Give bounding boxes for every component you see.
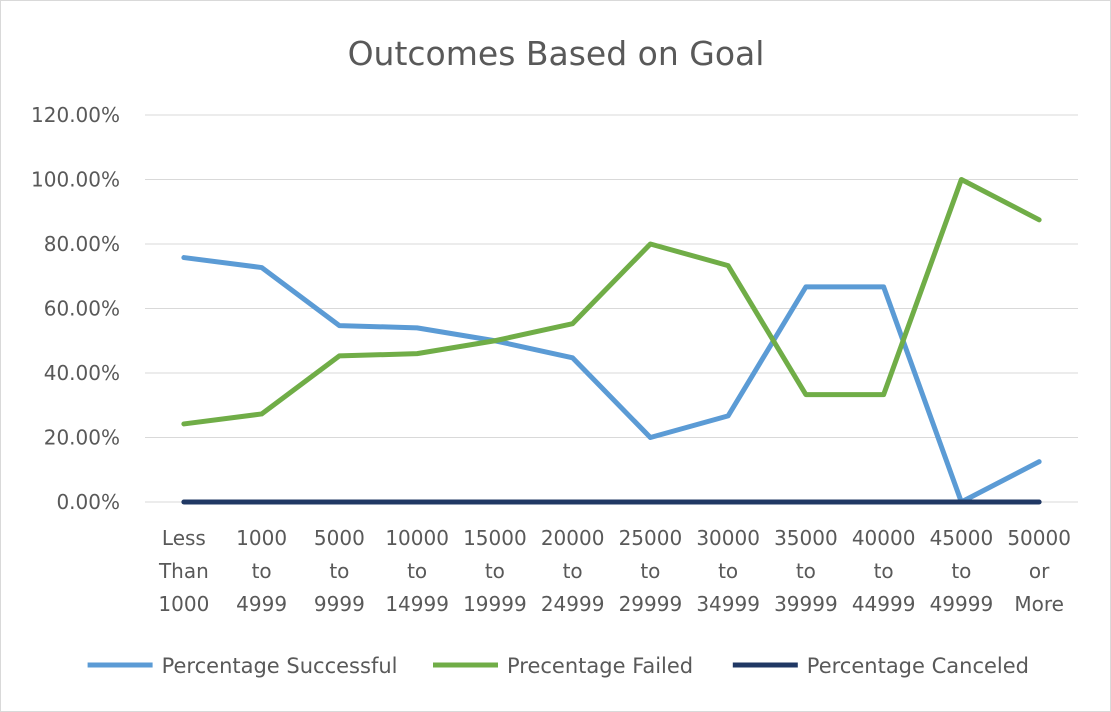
legend: Percentage Successful Precentage Failed Pe… [87,654,1029,678]
x-tick-label: 25000 to 29999 [619,526,683,616]
y-tick-label: 100.00% [31,168,120,192]
y-tick-label: 0.00% [56,490,120,514]
x-tick-label: 45000 to 49999 [930,526,994,616]
legend-label: Percentage Successful [162,654,398,678]
y-tick-label: 20.00% [44,426,120,450]
x-tick-label: 30000 to 34999 [696,526,760,616]
legend-label: Percentage Canceled [807,654,1029,678]
y-axis-ticks: 0.00% 20.00% 40.00% 60.00% 80.00% 100.00% 120.… [31,103,120,514]
x-tick-label: 10000 to 14999 [385,526,449,616]
x-tick-label: 1000 to 4999 [236,526,287,616]
x-tick-label: 50000 or More [1007,526,1071,616]
chart-title: Outcomes Based on Goal [348,34,765,73]
y-tick-label: 40.00% [44,361,120,385]
x-axis-ticks: Less Than 1000 1000 to 4999 5000 to 9999 10000 to 1… [158,526,1071,616]
x-tick-label: 40000 to 44999 [852,526,916,616]
x-tick-label: 20000 to 24999 [541,526,605,616]
y-tick-label: 120.00% [31,103,120,127]
series-line-0 [181,255,1042,505]
x-tick-label: 35000 to 39999 [774,526,838,616]
series-line-1 [181,177,1042,427]
y-tick-label: 60.00% [44,297,120,321]
x-tick-label: 5000 to 9999 [314,526,365,616]
legend-label: Precentage Failed [507,654,693,678]
x-tick-label: 15000 to 19999 [463,526,527,616]
y-tick-label: 80.00% [44,232,120,256]
series-lines [181,177,1042,505]
x-tick-label: Less Than 1000 [158,526,209,616]
